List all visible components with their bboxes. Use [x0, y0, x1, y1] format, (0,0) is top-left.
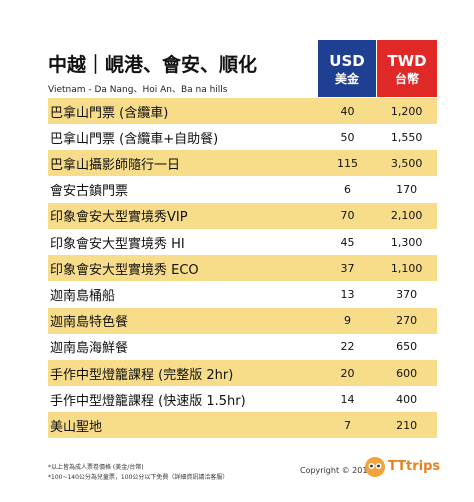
twd-price: 2,100: [390, 209, 423, 223]
twd-price: 3,500: [390, 156, 423, 170]
table-row: 美山聖地 7 210: [48, 412, 437, 439]
copyright: Copyright © 2019: [300, 466, 373, 475]
currency-name: 美金: [334, 72, 359, 86]
footnote: *100~140公分為兒童票，100公分以下免費（詳細資訊請洽客服）: [48, 474, 229, 481]
table-row: 迦南島桶船 13 370: [48, 281, 437, 308]
usd-price: 50: [340, 130, 355, 144]
logo: TTtrips: [388, 459, 441, 474]
usd-price: 9: [343, 314, 351, 328]
footnote: *以上皆為成人票卷價格 (美金/台幣): [48, 464, 144, 471]
table-row: 手作中型燈籠課程 (快速版 1.5hr) 14 400: [48, 386, 437, 413]
twd-price: 170: [396, 183, 418, 197]
twd-price: 370: [396, 287, 418, 301]
usd-header: USD 美金: [318, 40, 376, 97]
twd-price: 210: [396, 418, 418, 432]
twd-price: 270: [396, 314, 418, 328]
table-row: 會安古鎮門票 6 170: [48, 176, 437, 203]
usd-price: 13: [340, 287, 355, 301]
subtitle: Vietnam - Da Nang、Hoi An、Ba na hills: [48, 85, 228, 95]
table-row: 印象會安大型實境秀 ECO 37 1,100: [48, 255, 437, 282]
table-row: 巴拿山門票 (含纜車) 40 1,200: [48, 98, 437, 124]
title: 中越｜峴港、會安、順化: [48, 54, 258, 76]
item-name: 迦南島特色餐: [50, 315, 129, 331]
usd-price: 70: [340, 209, 355, 223]
item-name: 印象會安大型實境秀VIP: [50, 210, 188, 226]
usd-price: 6: [343, 183, 351, 197]
table-row: 巴拿山攝影師隨行一日 115 3,500: [48, 150, 437, 177]
usd-price: 45: [340, 235, 355, 249]
item-name: 手作中型燈籠課程 (快速版 1.5hr): [50, 393, 246, 409]
twd-price: 650: [396, 340, 418, 354]
twd-price: 400: [396, 392, 418, 406]
twd-price: 1,300: [390, 235, 423, 249]
table-row: 印象會安大型實境秀 HI 45 1,300: [48, 229, 437, 255]
usd-price: 40: [340, 104, 355, 118]
twd-price: 600: [396, 366, 418, 380]
usd-price: 115: [336, 156, 358, 170]
item-name: 迦南島海鮮餐: [50, 341, 129, 357]
usd-price: 37: [340, 261, 355, 275]
table-row: 印象會安大型實境秀VIP 70 2,100: [48, 202, 437, 229]
table-row: 迦南島特色餐 9 270: [48, 307, 437, 334]
usd-price: 7: [343, 418, 351, 432]
currency-code: TWD: [387, 52, 427, 70]
table-row: 手作中型燈籠課程 (完整版 2hr) 20 600: [48, 360, 437, 386]
currency-name: 台幣: [394, 72, 419, 86]
twd-price: 1,100: [390, 261, 423, 275]
item-name: 巴拿山門票 (含纜車+自助餐): [50, 131, 219, 147]
currency-code: USD: [329, 52, 365, 70]
table-row: 巴拿山門票 (含纜車+自助餐) 50 1,550: [48, 124, 437, 151]
item-name: 手作中型燈籠課程 (完整版 2hr): [50, 367, 234, 383]
twd-price: 1,550: [390, 130, 423, 144]
item-name: 印象會安大型實境秀 HI: [50, 236, 185, 252]
twd-header: TWD 台幣: [377, 40, 437, 97]
item-name: 印象會安大型實境秀 ECO: [50, 262, 199, 278]
table-row: 迦南島海鮮餐 22 650: [48, 333, 437, 360]
item-name: 美山聖地: [50, 419, 103, 435]
item-name: 會安古鎮門票: [50, 184, 129, 200]
item-name: 巴拿山攝影師隨行一日: [50, 157, 181, 173]
item-name: 巴拿山門票 (含纜車): [50, 105, 169, 121]
logo-icon: [365, 457, 385, 477]
usd-price: 22: [340, 340, 355, 354]
item-name: 迦南島桶船: [50, 288, 116, 304]
usd-price: 14: [340, 392, 355, 406]
twd-price: 1,200: [390, 104, 423, 118]
usd-price: 20: [340, 366, 355, 380]
